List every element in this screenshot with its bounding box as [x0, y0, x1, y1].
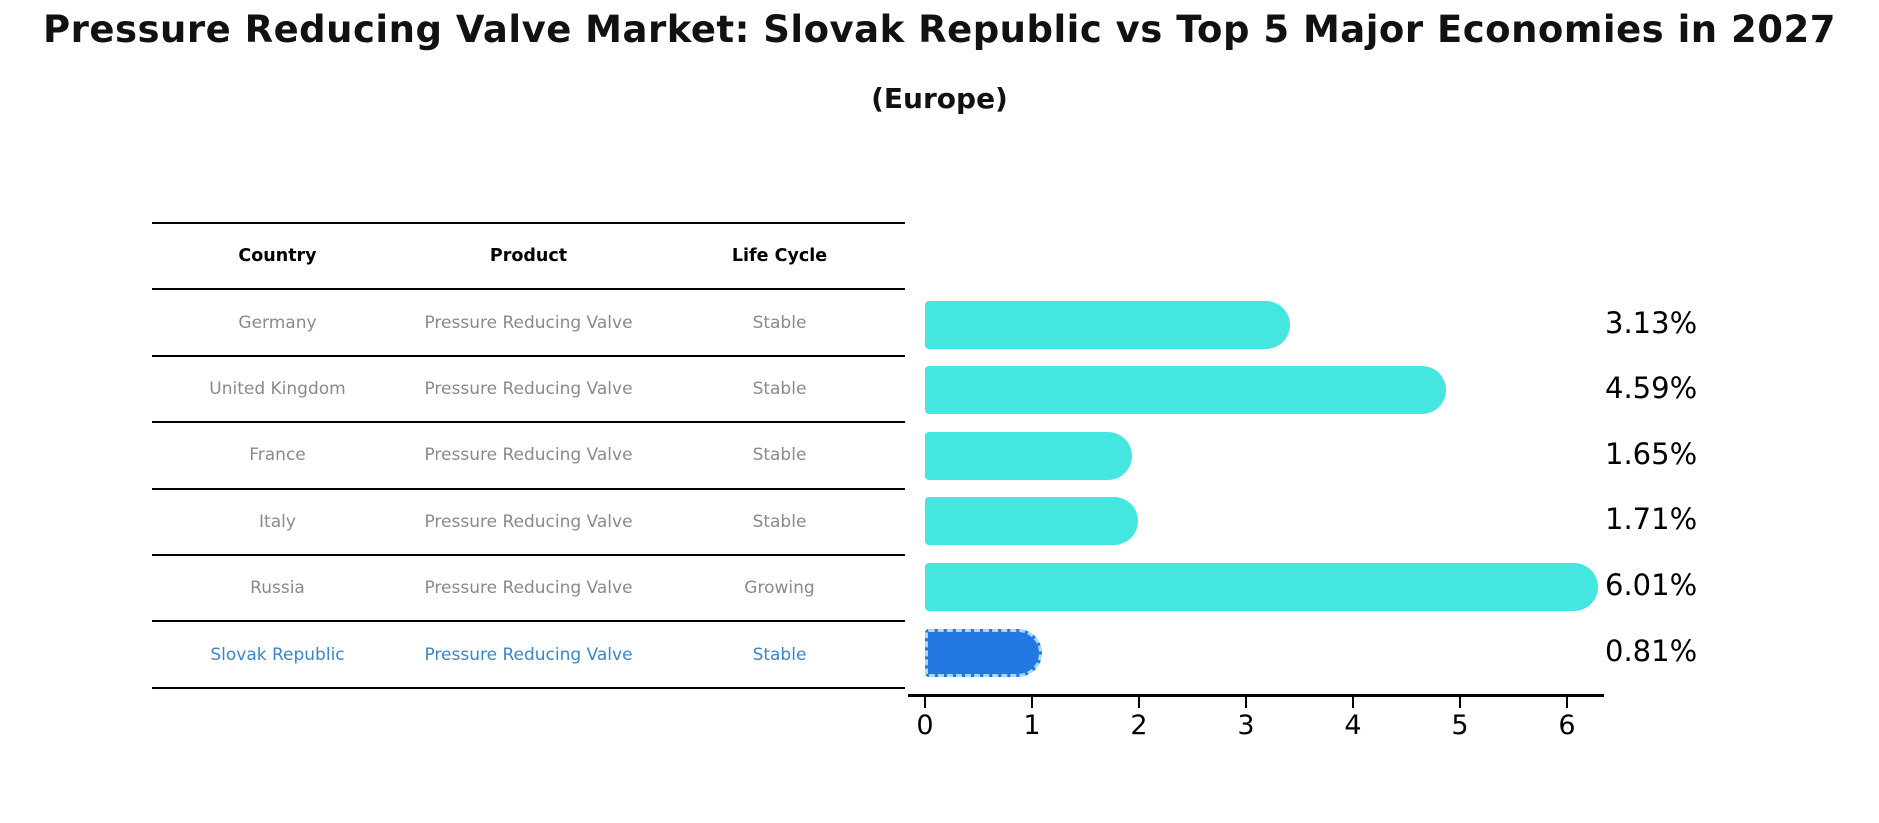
chart-title: Pressure Reducing Valve Market: Slovak R…	[43, 8, 1836, 51]
table-row-germany: Germany Pressure Reducing Valve Stable	[152, 290, 905, 357]
cell-country: United Kingdom	[209, 378, 346, 399]
bar-slovak-republic	[925, 629, 1042, 677]
x-tick-mark	[924, 697, 926, 708]
cell-life-cycle: Stable	[752, 445, 807, 466]
bar-italy	[925, 497, 1138, 545]
cell-life-cycle: Growing	[744, 578, 815, 599]
column-header-product: Product	[489, 246, 568, 267]
cell-country: Italy	[259, 511, 296, 532]
x-tick-label: 5	[1451, 710, 1469, 741]
cell-country: Russia	[250, 578, 305, 599]
bar-germany	[925, 301, 1290, 349]
x-tick-mark	[1566, 697, 1568, 708]
bar-united-kingdom	[925, 366, 1447, 414]
table-header-row: Country Product Life Cycle	[152, 224, 905, 291]
cell-product: Pressure Reducing Valve	[424, 378, 633, 399]
column-header-life-cycle: Life Cycle	[731, 246, 828, 267]
table-row-united-kingdom: United Kingdom Pressure Reducing Valve S…	[152, 357, 905, 424]
chart-subtitle: (Europe)	[871, 82, 1008, 115]
x-axis-line	[908, 694, 1604, 697]
bar-value-label: 3.13%	[1605, 306, 1698, 340]
x-tick-label: 1	[1023, 710, 1041, 741]
x-tick-mark	[1352, 697, 1354, 708]
table-row-italy: Italy Pressure Reducing Valve Stable	[152, 490, 905, 556]
bar-value-label: 6.01%	[1605, 568, 1698, 602]
cell-life-cycle: Stable	[752, 378, 807, 399]
cell-product: Pressure Reducing Valve	[424, 511, 633, 532]
x-tick-mark	[1138, 697, 1140, 708]
x-tick-mark	[1245, 697, 1247, 708]
cell-country: France	[249, 445, 306, 466]
cell-product: Pressure Reducing Valve	[424, 578, 633, 599]
x-tick-mark	[1459, 697, 1461, 708]
x-tick-label: 0	[916, 710, 934, 741]
cell-product: Pressure Reducing Valve	[424, 312, 633, 333]
bar-value-label: 0.81%	[1605, 634, 1698, 668]
country-table: Country Product Life Cycle Germany Press…	[152, 222, 905, 689]
table-row-france: France Pressure Reducing Valve Stable	[152, 423, 905, 490]
bar-france	[925, 432, 1132, 480]
x-tick-label: 3	[1237, 710, 1255, 741]
cell-country: Slovak Republic	[210, 644, 345, 665]
x-tick-label: 2	[1130, 710, 1148, 741]
cell-product: Pressure Reducing Valve	[424, 644, 633, 665]
cell-product: Pressure Reducing Valve	[424, 445, 633, 466]
bar-russia	[925, 563, 1599, 611]
x-tick-mark	[1031, 697, 1033, 708]
cell-country: Germany	[238, 312, 317, 333]
cell-life-cycle: Stable	[752, 312, 807, 333]
cell-life-cycle: Stable	[752, 644, 807, 665]
table-row-slovak-republic: Slovak Republic Pressure Reducing Valve …	[152, 622, 905, 689]
column-header-country: Country	[238, 246, 317, 267]
table-row-russia: Russia Pressure Reducing Valve Growing	[152, 556, 905, 623]
bar-value-label: 4.59%	[1605, 371, 1698, 405]
bar-value-label: 1.71%	[1605, 502, 1698, 536]
bar-value-label: 1.65%	[1605, 437, 1698, 471]
x-tick-label: 4	[1344, 710, 1362, 741]
x-tick-label: 6	[1558, 710, 1576, 741]
cell-life-cycle: Stable	[752, 511, 807, 532]
